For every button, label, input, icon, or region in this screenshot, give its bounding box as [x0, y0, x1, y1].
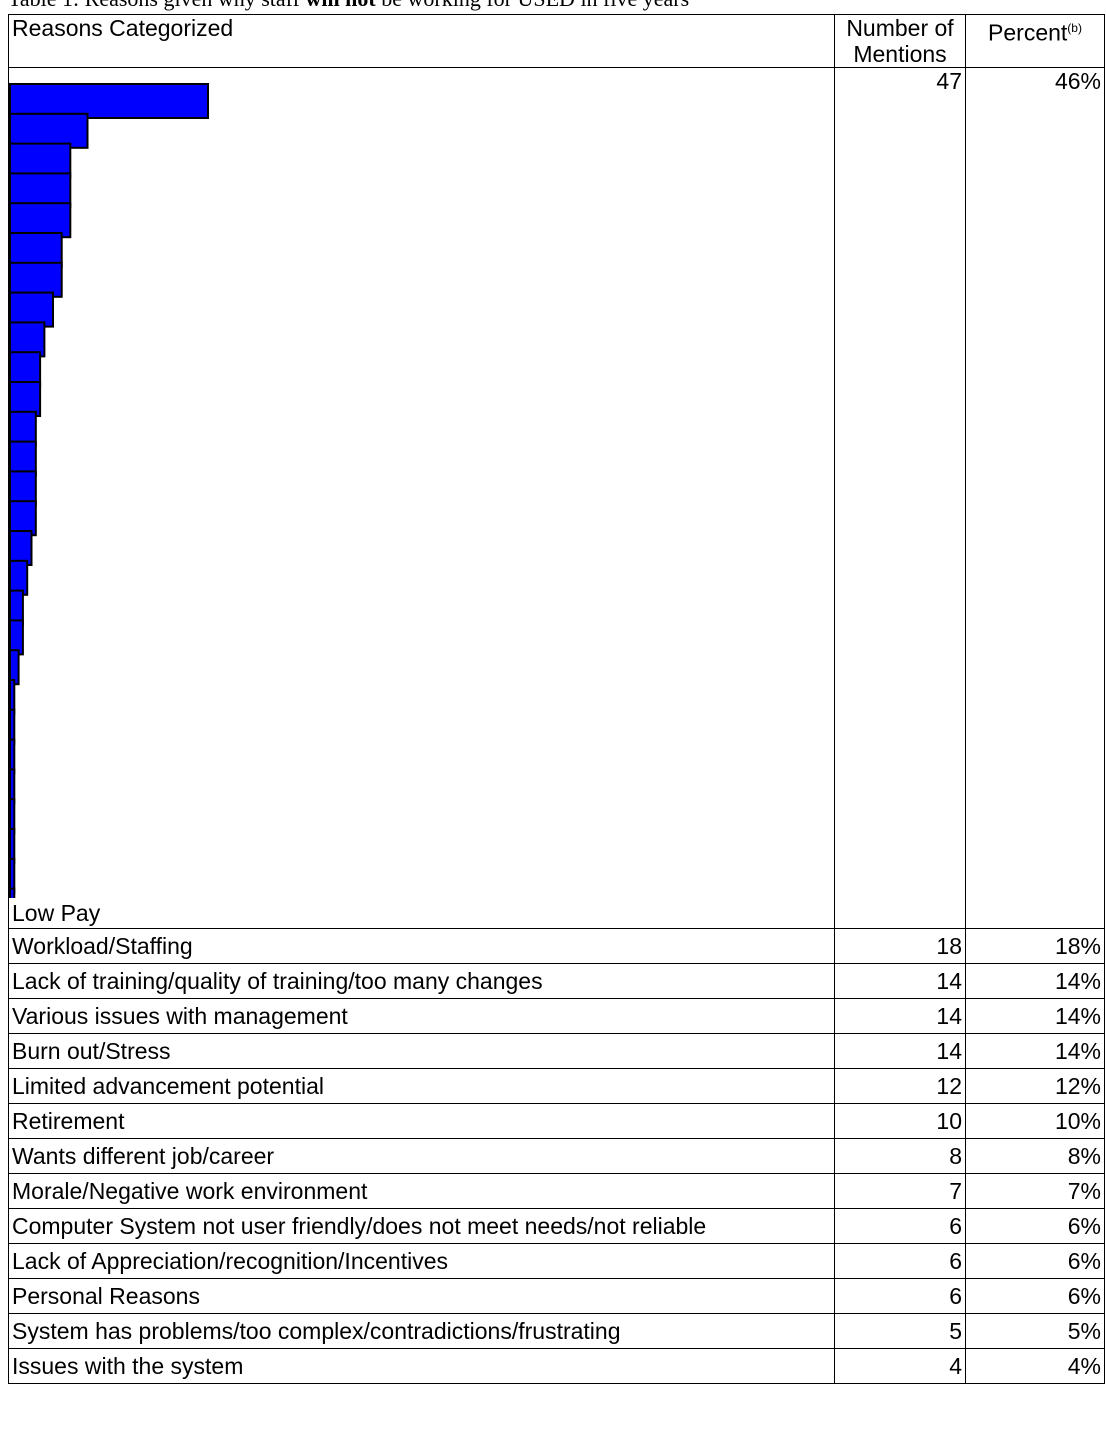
mentions-cell: 12 [834, 1068, 966, 1104]
reason-cell: Limited advancement potential [8, 1068, 835, 1104]
mentions-cell: 7 [834, 1173, 966, 1209]
table-row: Retirement 10 10% [8, 1103, 1105, 1139]
table-row: Burn out/Stress 14 14% [8, 1033, 1105, 1069]
percent-cell: 6% [965, 1278, 1105, 1314]
mentions-cell: 14 [834, 998, 966, 1034]
mentions-cell: 8 [834, 1138, 966, 1174]
table-row: Personal Reasons 6 6% [8, 1278, 1105, 1314]
reason-cell: Issues with the system [8, 1348, 835, 1384]
mentions-cell: 10 [834, 1103, 966, 1139]
header-reasons: Reasons Categorized [8, 14, 835, 68]
reason-cell: Morale/Negative work environment [8, 1173, 835, 1209]
reason-cell: Wants different job/career [8, 1138, 835, 1174]
percent-cell: 8% [965, 1138, 1105, 1174]
table-row: Lack of Appreciation/recognition/Incenti… [8, 1243, 1105, 1279]
table-row: Workload/Staffing 18 18% [8, 928, 1105, 964]
mentions-cell: 4 [834, 1348, 966, 1384]
mentions-cell: 6 [834, 1278, 966, 1314]
percent-cell: 7% [965, 1173, 1105, 1209]
percent-cell: 4% [965, 1348, 1105, 1384]
header-percent-footnote: (b) [1067, 21, 1082, 35]
reason-cell: Various issues with management [8, 998, 835, 1034]
reason-label: Low Pay [12, 900, 101, 926]
percent-cell: 5% [965, 1313, 1105, 1349]
table-caption: Table 1: Reasons given why staff will no… [8, 0, 689, 12]
embedded-bar [9, 83, 209, 119]
caption-suffix: be working for USED in five years [376, 0, 689, 11]
mentions-cell: 14 [834, 963, 966, 999]
table-row: Morale/Negative work environment 7 7% [8, 1173, 1105, 1209]
embedded-bar [9, 887, 16, 898]
percent-cell: 6% [965, 1243, 1105, 1279]
reason-cell: Workload/Staffing [8, 928, 835, 964]
reason-cell: System has problems/too complex/contradi… [8, 1313, 835, 1349]
header-mentions-line1: Number of [846, 15, 954, 41]
reason-cell: Lack of Appreciation/recognition/Incenti… [8, 1243, 835, 1279]
percent-cell: 46% [965, 67, 1105, 929]
header-percent: Percent(b) [965, 14, 1105, 68]
table-row: Wants different job/career 8 8% [8, 1138, 1105, 1174]
percent-cell: 10% [965, 1103, 1105, 1139]
reason-cell: Low Pay [8, 67, 835, 929]
table-row: Issues with the system 4 4% [8, 1348, 1105, 1384]
mentions-cell: 5 [834, 1313, 966, 1349]
table-row: Limited advancement potential 12 12% [8, 1068, 1105, 1104]
mentions-cell: 14 [834, 1033, 966, 1069]
reasons-table: Reasons Categorized Number of Mentions Pe… [8, 14, 1105, 1384]
percent-cell: 14% [965, 998, 1105, 1034]
reason-cell: Personal Reasons [8, 1278, 835, 1314]
mentions-cell: 6 [834, 1208, 966, 1244]
reason-cell: Burn out/Stress [8, 1033, 835, 1069]
reason-cell: Computer System not user friendly/does n… [8, 1208, 835, 1244]
percent-cell: 6% [965, 1208, 1105, 1244]
header-percent-label: Percent [988, 19, 1068, 46]
percent-cell: 14% [965, 963, 1105, 999]
table-row: Lack of training/quality of training/too… [8, 963, 1105, 999]
reason-cell: Lack of training/quality of training/too… [8, 963, 835, 999]
header-row: Reasons Categorized Number of Mentions Pe… [8, 14, 1105, 68]
table-row: Computer System not user friendly/does n… [8, 1208, 1105, 1244]
caption-emphasis: will not [305, 0, 375, 11]
embedded-bar-graphic [9, 83, 209, 898]
header-mentions-line2: Mentions [853, 41, 947, 67]
percent-cell: 12% [965, 1068, 1105, 1104]
embedded-bar [9, 351, 42, 388]
mentions-cell: 6 [834, 1243, 966, 1279]
caption-prefix: Table 1: Reasons given why staff [8, 0, 305, 11]
mentions-cell: 18 [834, 928, 966, 964]
percent-cell: 18% [965, 928, 1105, 964]
mentions-cell: 47 [834, 67, 966, 929]
percent-cell: 14% [965, 1033, 1105, 1069]
table-row: Low Pay 47 46% [8, 67, 1105, 929]
embedded-bar [9, 291, 54, 328]
reason-cell: Retirement [8, 1103, 835, 1139]
table-row: Various issues with management 14 14% [8, 998, 1105, 1034]
header-mentions: Number of Mentions [834, 14, 966, 68]
embedded-bar [9, 172, 72, 209]
embedded-bar [9, 232, 63, 268]
table-row: System has problems/too complex/contradi… [8, 1313, 1105, 1349]
